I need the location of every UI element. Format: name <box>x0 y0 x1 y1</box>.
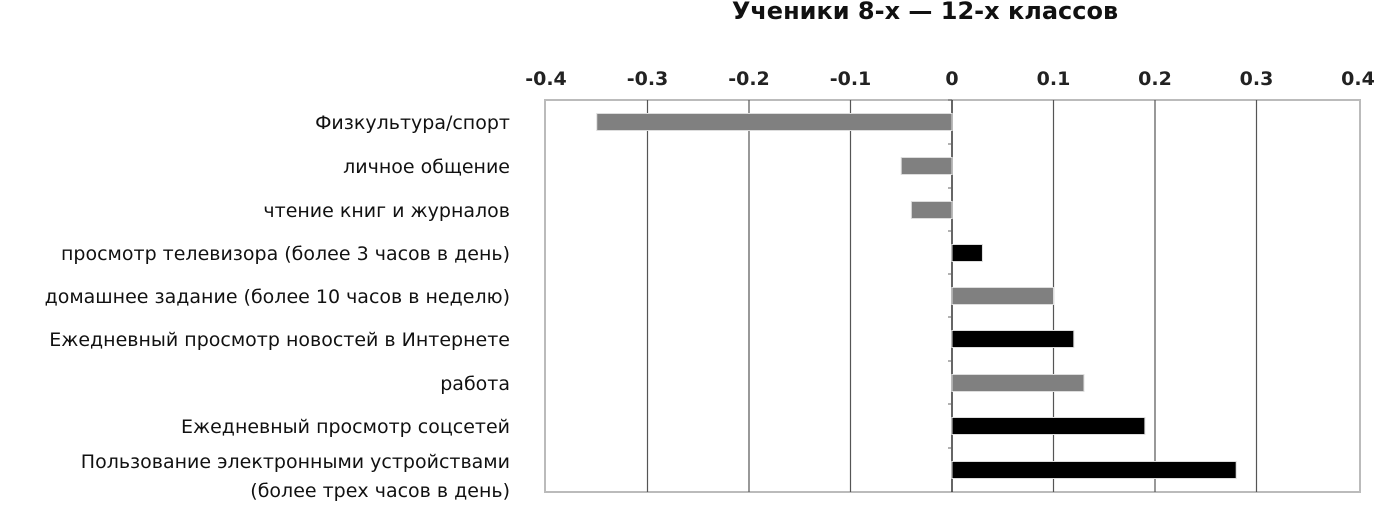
category-label: домашнее задание (более 10 часов в недел… <box>45 286 510 308</box>
bar <box>951 417 1146 435</box>
bar <box>951 461 1237 479</box>
chart-title: Ученики 8-х — 12-х классов <box>732 0 1118 25</box>
x-tick-label: -0.2 <box>728 68 770 90</box>
category-label: Ежедневный просмотр новостей в Интернете <box>49 329 510 351</box>
category-label: Пользование электронными устройствами <box>81 451 510 473</box>
category-label: работа <box>440 373 510 395</box>
bar <box>596 113 953 131</box>
bar <box>951 244 983 262</box>
category-label: просмотр телевизора (более 3 часов в ден… <box>61 243 510 265</box>
x-tick-label: 0.1 <box>1037 68 1071 90</box>
category-label: Физкультура/спорт <box>315 112 510 134</box>
category-label: чтение книг и журналов <box>263 200 510 222</box>
category-label: личное общение <box>343 156 510 178</box>
bar <box>900 157 953 175</box>
bar <box>910 201 953 219</box>
x-tick-label: -0.1 <box>830 68 872 90</box>
x-tick-label: -0.4 <box>525 68 567 90</box>
x-tick-label: -0.3 <box>627 68 669 90</box>
category-label: (более трех часов в день) <box>250 480 510 502</box>
x-tick-label: 0.2 <box>1138 68 1172 90</box>
x-tick-label: 0.4 <box>1341 68 1375 90</box>
x-tick-label: 0.3 <box>1240 68 1274 90</box>
x-tick-label: 0 <box>945 68 958 90</box>
bar <box>951 374 1085 392</box>
bar <box>951 287 1054 305</box>
category-label: Ежедневный просмотр соцсетей <box>181 416 510 438</box>
bar <box>951 330 1075 348</box>
